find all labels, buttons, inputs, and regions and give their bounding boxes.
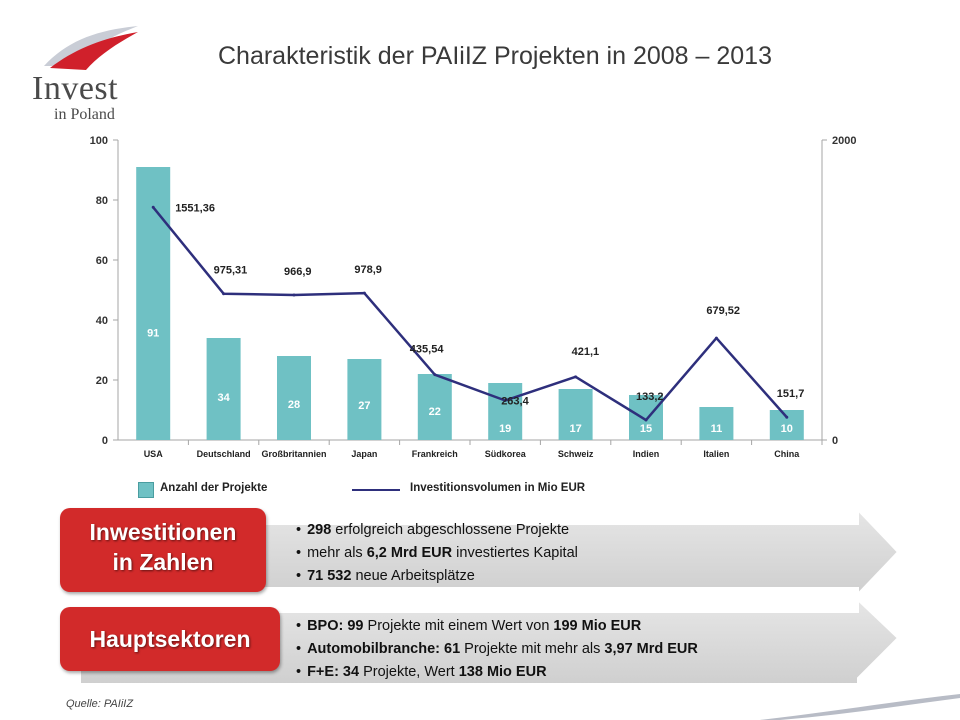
logo-subtitle: in Poland [54, 106, 115, 123]
line-point [644, 418, 648, 422]
x-tick-label: China [774, 449, 800, 459]
y-tick-label-left: 20 [96, 375, 108, 387]
x-tick-label: Schweiz [558, 449, 594, 459]
bar-Deutschland [206, 338, 241, 440]
bar-Schweiz [558, 389, 593, 440]
bar-value-label: 91 [147, 327, 159, 339]
line-point [292, 293, 296, 297]
bullet-item: BPO: 99 Projekte mit einem Wert von 199 … [296, 615, 698, 638]
bar-China [769, 410, 804, 440]
legend-label-bars: Anzahl der Projekte [160, 482, 268, 494]
bar-value-label: 34 [217, 392, 230, 404]
line-point [362, 291, 366, 295]
line-value-label: 1551,36 [175, 202, 215, 214]
x-tick-label: Frankreich [412, 449, 458, 459]
invest-in-poland-logo: Invest in Poland [20, 22, 180, 123]
bar-value-label: 10 [781, 423, 793, 435]
bar-Großbritannien [277, 356, 311, 440]
bar-USA [136, 167, 171, 440]
bar-value-label: 27 [358, 400, 370, 412]
sectors-bullet-list: BPO: 99 Projekte mit einem Wert von 199 … [296, 615, 698, 684]
x-tick-label: Italien [703, 449, 729, 459]
line-value-label: 435,54 [410, 344, 445, 356]
bar-Indien [629, 395, 663, 440]
source-note: Quelle: PAIiIZ [66, 698, 134, 710]
investment-line [152, 206, 788, 422]
y-tick-label-left: 100 [90, 135, 108, 147]
line-value-label: 133,2 [636, 391, 664, 403]
bullet-item: 71 532 neue Arbeitsplätze [296, 565, 578, 588]
legend-label-line: Investitionsvolumen in Mio EUR [410, 482, 586, 494]
page-title: Charakteristik der PAIiIZ Projekten in 2… [218, 42, 772, 70]
line-value-label: 966,9 [284, 266, 312, 278]
line-point [785, 415, 789, 419]
section-label-line1: Inwestitionen [89, 519, 237, 545]
section-label-line2: in Zahlen [112, 549, 214, 575]
bar-Italien [699, 407, 734, 440]
bullet-item: mehr als 6,2 Mrd EUR investiertes Kapita… [296, 542, 578, 565]
bar-Japan [347, 359, 382, 440]
bar-value-label: 28 [288, 399, 300, 411]
legend-swatch-bars [138, 482, 154, 498]
bullet-item: Automobilbranche: 61 Projekte mit mehr a… [296, 638, 698, 661]
bar-Südkorea [488, 383, 523, 440]
investments-bullet-list: 298 erfolgreich abgeschlossene Projekte … [296, 519, 578, 588]
x-tick-label: Südkorea [485, 449, 527, 459]
line-point [151, 205, 155, 209]
y-tick-label-right: 2000 [832, 135, 856, 147]
bar-value-label: 15 [640, 423, 652, 435]
x-tick-label: USA [144, 449, 164, 459]
line-value-label: 421,1 [572, 346, 600, 358]
logo-word: Invest [32, 70, 119, 107]
line-point [714, 336, 718, 340]
y-tick-label-left: 60 [96, 255, 108, 267]
bar-value-label: 17 [569, 423, 581, 435]
line-point [503, 398, 507, 402]
line-point [222, 292, 226, 296]
bar-value-label: 11 [711, 423, 723, 435]
y-tick-label-right: 0 [832, 435, 838, 447]
projects-chart: 0 20 40 60 80 100 0 2000 91 USA 34 Deutschland 28 Gro… [90, 135, 857, 459]
legend-swatch-line [352, 489, 400, 491]
bar-Frankreich [417, 374, 452, 440]
bullet-item: 298 erfolgreich abgeschlossene Projekte [296, 519, 578, 542]
line-value-label: 151,7 [777, 388, 805, 400]
section-label-investments: Inwestitionen in Zahlen [60, 508, 266, 592]
line-value-label: 679,52 [706, 305, 740, 317]
bullet-item: F+E: 34 Projekte, Wert 138 Mio EUR [296, 661, 698, 684]
line-point [574, 375, 578, 379]
line-value-label: 978,9 [354, 264, 382, 276]
y-tick-label-left: 0 [102, 435, 108, 447]
bar-value-label: 22 [429, 406, 441, 418]
line-value-label: 975,31 [214, 265, 248, 277]
x-tick-label: Indien [633, 449, 660, 459]
y-tick-label-left: 80 [96, 195, 108, 207]
decorative-swoosh [760, 694, 960, 720]
x-tick-label: Deutschland [197, 449, 251, 459]
x-tick-label: Großbritannien [262, 449, 327, 459]
section-label-sectors: Hauptsektoren [60, 607, 280, 671]
line-value-label: 263,4 [501, 395, 529, 407]
bar-value-label: 19 [499, 423, 511, 435]
x-tick-label: Japan [351, 449, 377, 459]
flag-swoosh-icon [44, 26, 138, 70]
y-tick-label-left: 40 [96, 315, 108, 327]
line-point [433, 373, 437, 377]
